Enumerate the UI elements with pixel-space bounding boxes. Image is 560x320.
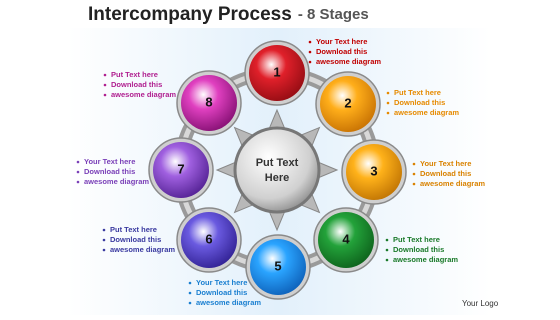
- stage-circle: [318, 212, 374, 268]
- bullet: [385, 258, 389, 262]
- note-line: awesome diagram: [84, 177, 149, 186]
- note-line: Download this: [420, 169, 471, 178]
- title-main: Intercompany Process: [88, 4, 292, 25]
- bullet: [308, 60, 312, 64]
- center-circle: [233, 126, 321, 214]
- title: Intercompany Process - 8 Stages: [88, 4, 369, 25]
- stage-number: 2: [344, 95, 351, 110]
- stage-number: 3: [370, 163, 377, 178]
- note-line: Your Text here: [84, 157, 135, 166]
- note-line: Download this: [394, 98, 445, 107]
- bullet: [103, 73, 107, 77]
- logo: Your Logo: [462, 299, 499, 308]
- note-line: Your Text here: [316, 37, 367, 46]
- note-line: Download this: [110, 235, 161, 244]
- center-text: Here: [265, 172, 289, 184]
- stage-number: 5: [274, 258, 281, 273]
- bullet: [102, 248, 106, 252]
- bullet: [188, 281, 192, 285]
- stage-circle: [320, 76, 376, 132]
- note-line: awesome diagram: [316, 57, 381, 66]
- bullet: [102, 228, 106, 232]
- stage-circle: [249, 45, 305, 101]
- bullet: [386, 91, 390, 95]
- note-line: awesome diagram: [394, 108, 459, 117]
- stage-circle: [153, 142, 209, 198]
- note-line: Put Text here: [394, 88, 441, 97]
- bullet: [308, 50, 312, 54]
- bullet: [103, 83, 107, 87]
- note-line: Download this: [196, 288, 247, 297]
- note-line: awesome diagram: [393, 255, 458, 264]
- stage-circle: [250, 239, 306, 295]
- note-line: awesome diagram: [420, 179, 485, 188]
- note-line: awesome diagram: [111, 90, 176, 99]
- note-line: awesome diagram: [110, 245, 175, 254]
- subtitle: - 8 Stages: [298, 6, 369, 23]
- bullet: [76, 170, 80, 174]
- note-line: Download this: [84, 167, 135, 176]
- stage-number: 1: [273, 64, 280, 79]
- bullet: [76, 180, 80, 184]
- stage-number: 7: [177, 161, 184, 176]
- bullet: [385, 248, 389, 252]
- center-text: Put Text: [256, 157, 299, 169]
- bullet: [412, 172, 416, 176]
- bullet: [76, 160, 80, 164]
- note-line: Download this: [111, 80, 162, 89]
- bullet: [385, 238, 389, 242]
- note-line: Your Text here: [196, 278, 247, 287]
- note-line: Download this: [316, 47, 367, 56]
- note-line: Put Text here: [111, 70, 158, 79]
- bullet: [188, 301, 192, 305]
- note-line: Put Text here: [110, 225, 157, 234]
- stage-circle: [181, 212, 237, 268]
- bullet: [103, 93, 107, 97]
- bullet: [412, 162, 416, 166]
- stage-circle: [346, 144, 402, 200]
- bullet: [386, 101, 390, 105]
- bullet: [308, 40, 312, 44]
- bullet: [386, 111, 390, 115]
- note-line: awesome diagram: [196, 298, 261, 307]
- stage-number: 6: [205, 231, 212, 246]
- bullet: [102, 238, 106, 242]
- stage-number: 8: [205, 94, 212, 109]
- stage-number: 4: [342, 231, 350, 246]
- stage-circle: [181, 75, 237, 131]
- bullet: [412, 182, 416, 186]
- note-line: Your Text here: [420, 159, 471, 168]
- note-line: Put Text here: [393, 235, 440, 244]
- bullet: [188, 291, 192, 295]
- note-line: Download this: [393, 245, 444, 254]
